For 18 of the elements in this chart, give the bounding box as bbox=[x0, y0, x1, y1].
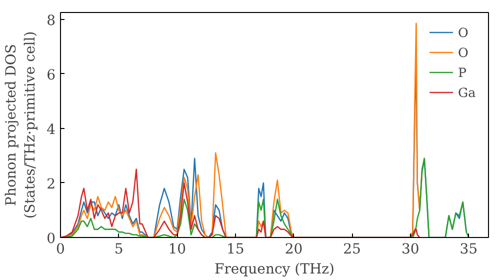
y-tick-label: 2 bbox=[46, 176, 56, 192]
y-tick-label: 0 bbox=[46, 231, 56, 247]
x-tick-label: 25 bbox=[343, 242, 361, 258]
x-tick-label: 35 bbox=[460, 242, 478, 258]
y-axis-title: Phonon projected DOS (States/THz·primitive cell) bbox=[3, 31, 39, 219]
legend-label: Ga bbox=[458, 84, 477, 100]
y-tick-label: 8 bbox=[46, 12, 56, 29]
x-tick-label: 20 bbox=[284, 242, 303, 258]
x-axis-title: Frequency (THz) bbox=[214, 262, 335, 278]
y-tick-label: 4 bbox=[46, 122, 56, 138]
x-tick-label: 15 bbox=[226, 242, 244, 258]
x-tick-label: 10 bbox=[168, 242, 186, 258]
legend-label: O bbox=[458, 44, 470, 60]
legend-label: P bbox=[458, 64, 468, 80]
y-tick-label: 6 bbox=[46, 67, 56, 84]
x-tick-label: 30 bbox=[401, 242, 420, 258]
legend-label: O bbox=[458, 24, 470, 40]
x-tick-label: 5 bbox=[114, 242, 124, 258]
